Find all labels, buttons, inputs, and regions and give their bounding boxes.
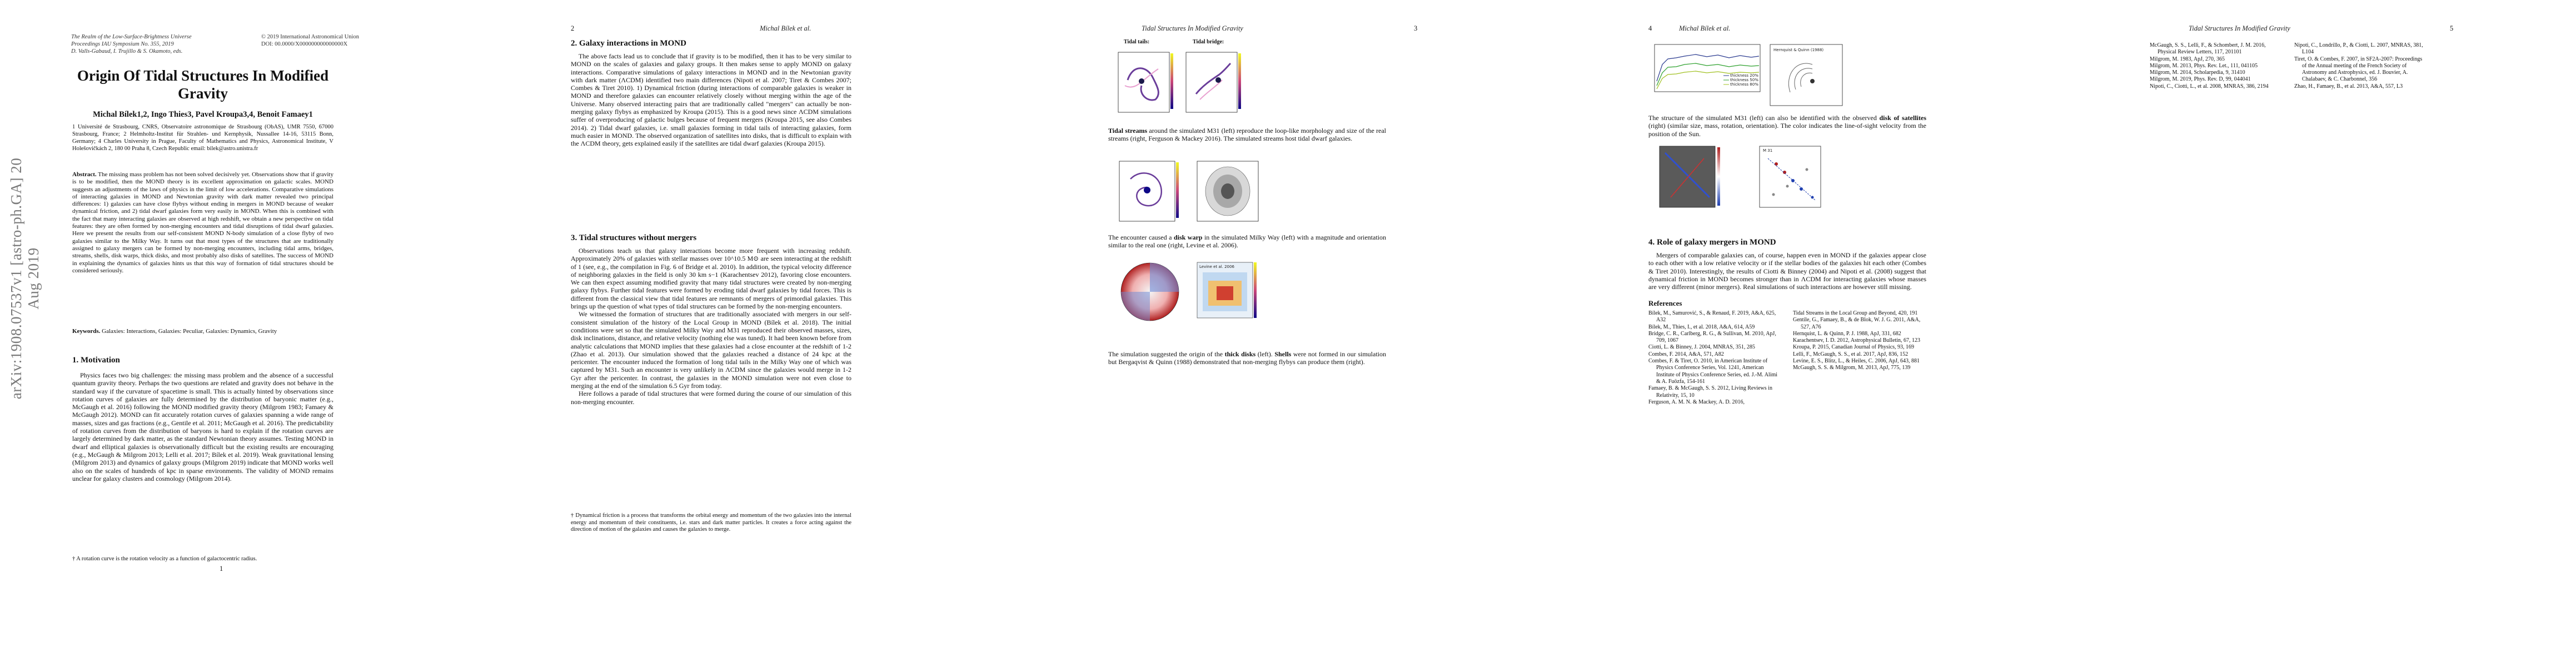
- footnote: † A rotation curve is the rotation veloc…: [72, 556, 257, 562]
- m31-satellites-figure: M 31: [1659, 146, 1821, 208]
- section-galaxy-interactions: 2. Galaxy interactions in MOND: [571, 39, 686, 48]
- map-label: Levine et al. 2006: [1199, 265, 1234, 269]
- section-3-text: Observations teach us that galaxy intera…: [571, 247, 851, 406]
- page-number: 2: [571, 24, 575, 32]
- references-left: McGaugh, S. S., Lelli, F., & Schombert, …: [2150, 42, 2269, 89]
- paper-authors: Michal Bílek1,2, Ingo Thies3, Pavel Krou…: [93, 110, 313, 119]
- thickness-plot: thickness 20% thickness 50% thickness 80…: [1654, 44, 1761, 92]
- shells-figure: Hernquist & Quinn (1988): [1770, 44, 1843, 106]
- page-number: 4: [1648, 24, 1652, 32]
- svg-text:thickness 20%: thickness 20%: [1730, 73, 1758, 78]
- references-title: References: [1648, 299, 1682, 307]
- page-number: 5: [2450, 24, 2454, 32]
- figure-title-tidal-tails: Tidal tails:: [1124, 39, 1150, 45]
- running-head: Tidal Structures In Modified Gravity: [1142, 24, 1243, 32]
- disk-warp-figure: Levine et al. 2006: [1120, 262, 1257, 321]
- streams-figure: [1119, 161, 1259, 222]
- caption-disk-of-satellites: The structure of the simulated M31 (left…: [1648, 114, 1926, 138]
- references-left: Bílek, M., Samurović, S., & Renaud, F. 2…: [1648, 310, 1778, 405]
- keywords: Keywords. Galaxies: Interactions, Galaxi…: [72, 328, 277, 335]
- svg-text:thickness 80%: thickness 80%: [1730, 82, 1758, 87]
- section-motivation: 1. Motivation: [72, 356, 120, 365]
- references-right: Nipoti, C., Londrillo, P., & Ciotti, L. …: [2294, 42, 2423, 89]
- figure-title-tidal-bridge: Tidal bridge:: [1193, 39, 1224, 45]
- section-tidal-structures: 3. Tidal structures without mergers: [571, 233, 697, 242]
- caption-tidal-streams: Tidal streams around the simulated M31 (…: [1108, 127, 1386, 143]
- caption-disk-warp: The encounter caused a disk warp in the …: [1108, 233, 1386, 250]
- page-4: 4 Michal Bílek et al. thickness 20% thic…: [1546, 0, 2061, 667]
- running-head: Michal Bílek et al.: [1679, 24, 1731, 32]
- journal-header: The Realm of the Low-Surface-Brightness …: [71, 34, 192, 54]
- arxiv-stamp: arXiv:1908.07537v1 [astro-ph.GA] 20 Aug …: [8, 157, 42, 400]
- thickness-legend: thickness 20% thickness 50% thickness 80…: [1723, 73, 1758, 87]
- page-number: 1: [220, 565, 223, 573]
- section-role-of-mergers: 4. Role of galaxy mergers in MOND: [1648, 238, 1776, 247]
- abstract: Abstract. The missing mass problem has n…: [72, 171, 333, 274]
- section-4-text: Mergers of comparable galaxies can, of c…: [1648, 251, 1926, 291]
- footnote: † Dynamical friction is a process that t…: [571, 512, 851, 532]
- caption-thick-disks: The simulation suggested the origin of t…: [1108, 350, 1387, 366]
- page-number: 3: [1414, 24, 1418, 32]
- page-5: Tidal Structures In Modified Gravity 5 M…: [2061, 0, 2576, 667]
- page-1: arXiv:1908.07537v1 [astro-ph.GA] 20 Aug …: [0, 0, 515, 667]
- shells-label: Hernquist & Quinn (1988): [1773, 48, 1823, 52]
- m31-label: M 31: [1763, 148, 1772, 153]
- references-right: Tidal Streams in the Local Group and Bey…: [1793, 310, 1921, 371]
- motivation-text: Physics faces two big challenges: the mi…: [72, 371, 333, 482]
- affiliations: 1 Université de Strasbourg, CNRS, Observ…: [72, 124, 333, 152]
- copyright-header: © 2019 International Astronomical Union …: [261, 34, 359, 47]
- running-head: Tidal Structures In Modified Gravity: [2189, 24, 2290, 32]
- svg-text:thickness 50%: thickness 50%: [1730, 78, 1758, 82]
- tidal-tails-figure: [1118, 52, 1241, 113]
- running-head: Michal Bílek et al.: [760, 24, 811, 32]
- paper-title: Origin Of Tidal Structures In Modified G…: [77, 67, 329, 102]
- section-2-text: The above facts lead us to conclude that…: [571, 52, 851, 148]
- page-3: Tidal Structures In Modified Gravity 3 T…: [1030, 0, 1546, 667]
- page-2: 2 Michal Bílek et al. 2. Galaxy interact…: [515, 0, 1030, 667]
